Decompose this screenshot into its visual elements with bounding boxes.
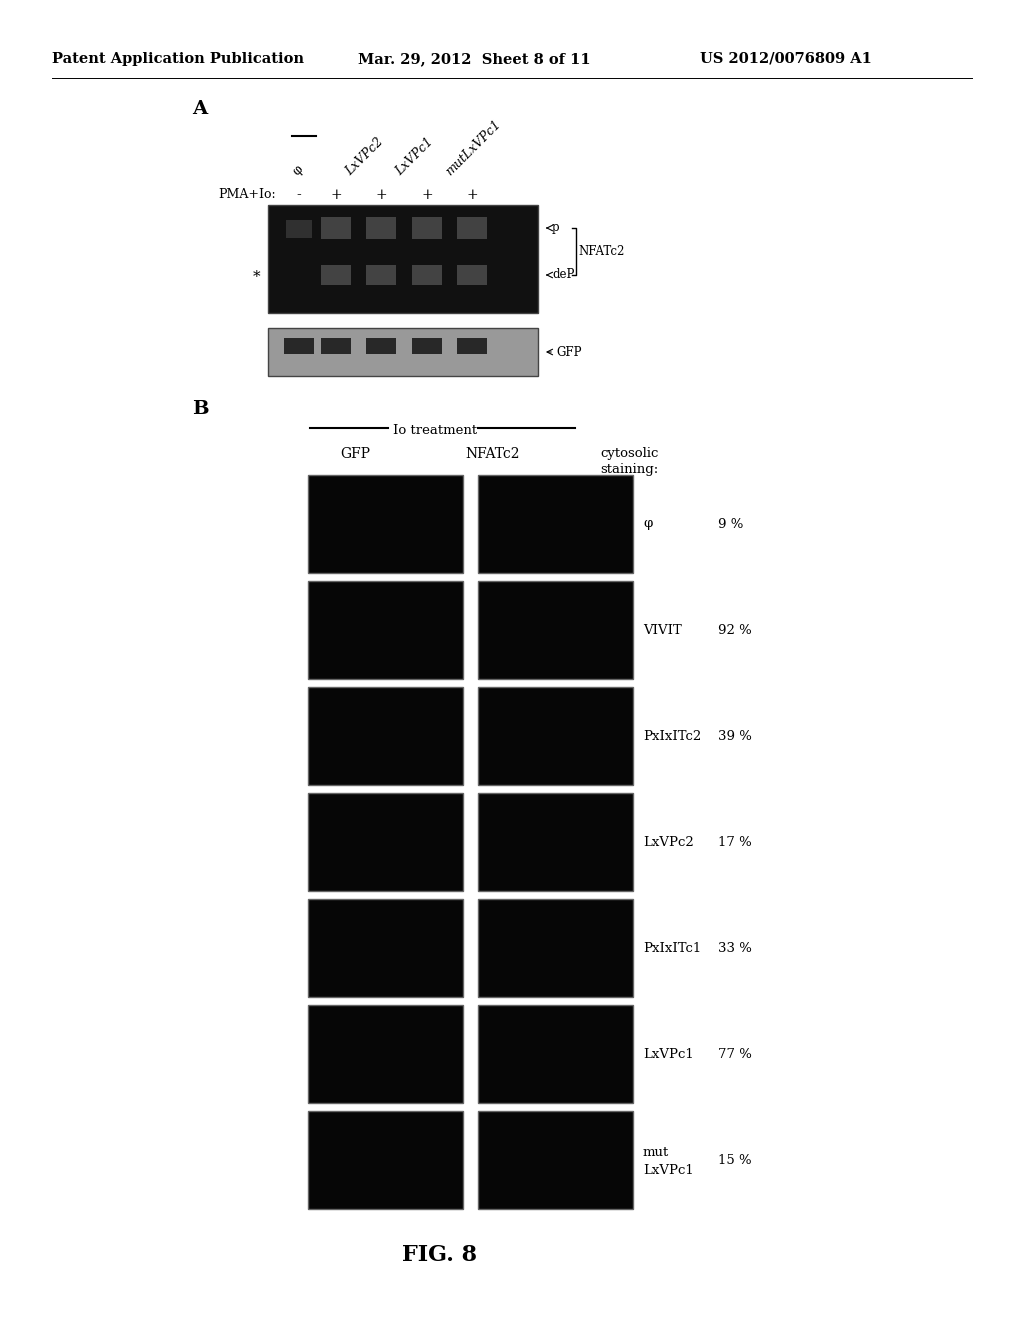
Text: 15 %: 15 % [718, 1154, 752, 1167]
Text: GFP: GFP [556, 346, 582, 359]
Text: mut: mut [643, 1147, 670, 1159]
Bar [457, 338, 487, 354]
Text: NFATc2: NFATc2 [578, 246, 625, 257]
Text: mutLxVPc1: mutLxVPc1 [442, 117, 503, 178]
Bar [308, 581, 463, 678]
Bar [366, 265, 396, 285]
Bar [478, 899, 633, 997]
Bar [286, 220, 312, 238]
Bar [321, 338, 351, 354]
Text: 92 %: 92 % [718, 623, 752, 636]
Text: φ: φ [291, 162, 306, 178]
Text: PMA+Io:: PMA+Io: [218, 189, 275, 202]
Bar [284, 338, 314, 354]
Text: Patent Application Publication: Patent Application Publication [52, 51, 304, 66]
Bar [308, 1005, 463, 1104]
Text: cytosolic: cytosolic [600, 447, 658, 459]
Text: *: * [252, 271, 260, 284]
Text: deP: deP [552, 268, 574, 281]
Bar [457, 265, 487, 285]
Text: +: + [330, 187, 342, 202]
Bar [478, 1005, 633, 1104]
Bar [321, 216, 351, 239]
Text: LxVPc1: LxVPc1 [643, 1048, 693, 1060]
Bar [412, 265, 442, 285]
Bar [457, 216, 487, 239]
Text: +: + [466, 187, 478, 202]
Text: US 2012/0076809 A1: US 2012/0076809 A1 [700, 51, 871, 66]
Text: 9 %: 9 % [718, 517, 743, 531]
Bar [308, 686, 463, 785]
Bar [478, 686, 633, 785]
Text: 33 %: 33 % [718, 941, 752, 954]
Bar [366, 216, 396, 239]
Text: -: - [297, 187, 301, 202]
Text: NFATc2: NFATc2 [466, 447, 520, 461]
Bar [478, 1111, 633, 1209]
Text: LxVPc2: LxVPc2 [343, 135, 386, 178]
Text: staining:: staining: [600, 463, 658, 477]
Bar [321, 265, 351, 285]
Text: 77 %: 77 % [718, 1048, 752, 1060]
Text: p: p [552, 222, 560, 235]
Text: 39 %: 39 % [718, 730, 752, 742]
Text: A: A [193, 100, 207, 117]
Text: Io treatment: Io treatment [393, 424, 477, 437]
Text: 17 %: 17 % [718, 836, 752, 849]
Text: Mar. 29, 2012  Sheet 8 of 11: Mar. 29, 2012 Sheet 8 of 11 [358, 51, 591, 66]
Text: GFP: GFP [340, 447, 370, 461]
Bar [308, 1111, 463, 1209]
Bar [268, 205, 538, 313]
Text: B: B [193, 400, 209, 418]
Bar [308, 899, 463, 997]
Text: PxIxITc1: PxIxITc1 [643, 941, 701, 954]
Bar [366, 338, 396, 354]
Bar [478, 793, 633, 891]
Text: LxVPc1: LxVPc1 [393, 135, 435, 178]
Bar [412, 216, 442, 239]
Text: φ: φ [643, 517, 652, 531]
Bar [478, 581, 633, 678]
Text: +: + [375, 187, 387, 202]
Text: VIVIT: VIVIT [643, 623, 682, 636]
Text: FIG. 8: FIG. 8 [402, 1243, 477, 1266]
Bar [308, 475, 463, 573]
Text: LxVPc1: LxVPc1 [643, 1163, 693, 1176]
Text: +: + [421, 187, 433, 202]
Text: LxVPc2: LxVPc2 [643, 836, 693, 849]
Bar [412, 338, 442, 354]
Bar [478, 475, 633, 573]
Text: PxIxITc2: PxIxITc2 [643, 730, 701, 742]
Bar [308, 793, 463, 891]
Bar [268, 327, 538, 376]
